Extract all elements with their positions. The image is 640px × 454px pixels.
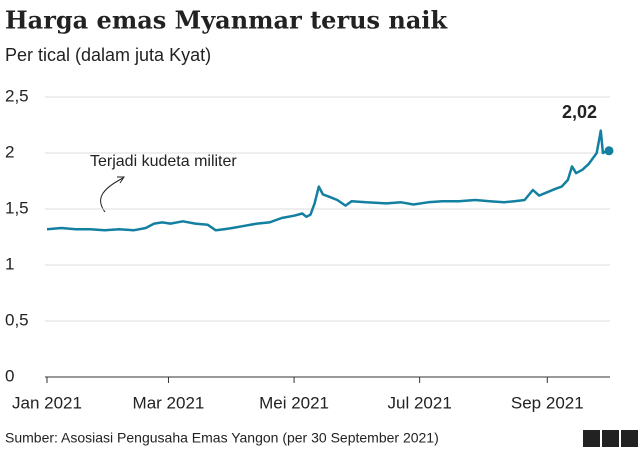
end-point	[604, 146, 614, 156]
x-tick-label: Jul 2021	[388, 393, 452, 412]
x-tick-label: Sep 2021	[511, 393, 584, 412]
annotation: Terjadi kudeta militer	[90, 153, 237, 170]
y-tick-label: 0	[5, 366, 14, 385]
x-tick-label: Mar 2021	[133, 393, 205, 412]
value-label: 2,02	[562, 102, 597, 122]
logo-letter: C	[625, 431, 635, 446]
y-tick-label: 1	[5, 254, 14, 273]
source: Sumber: Asosiasi Pengusaha Emas Yangon (…	[5, 430, 439, 446]
annotation-arrowhead	[117, 176, 125, 184]
logo-box	[583, 430, 600, 447]
line	[46, 129, 608, 232]
chart-title: Harga emas Myanmar terus naik	[5, 6, 449, 35]
y-tick-label: 2,5	[5, 86, 29, 105]
x-tick-label: Mei 2021	[259, 393, 329, 412]
y-tick-label: 1,5	[5, 198, 29, 217]
logo-letter: B	[606, 431, 615, 446]
chart-subtitle: Per tical (dalam juta Kyat)	[5, 45, 211, 65]
y-tick-label: 2	[5, 142, 14, 161]
logo-box	[621, 430, 638, 447]
x-tick-label: Jan 2021	[12, 393, 82, 412]
logo-box	[602, 430, 619, 447]
logo-letter: B	[587, 431, 596, 446]
y-tick-label: 0,5	[5, 310, 29, 329]
annotation-arrow	[100, 177, 124, 213]
